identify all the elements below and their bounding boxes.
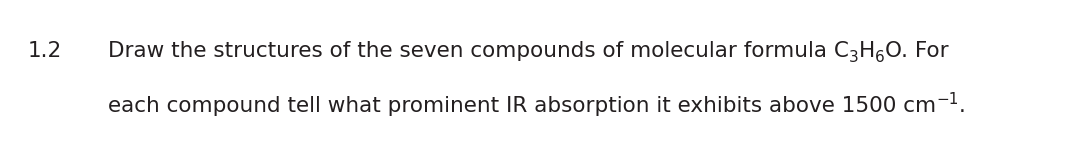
Text: H: H xyxy=(859,41,875,61)
Text: O. For: O. For xyxy=(885,41,948,61)
Text: 6: 6 xyxy=(875,50,885,65)
Text: Draw the structures of the seven compounds of molecular formula C: Draw the structures of the seven compoun… xyxy=(108,41,849,61)
Text: 1.2: 1.2 xyxy=(28,41,62,61)
Text: .: . xyxy=(959,96,966,116)
Text: −1: −1 xyxy=(937,92,959,107)
Text: 3: 3 xyxy=(849,50,859,65)
Text: each compound tell what prominent IR absorption it exhibits above 1500 cm: each compound tell what prominent IR abs… xyxy=(108,96,937,116)
